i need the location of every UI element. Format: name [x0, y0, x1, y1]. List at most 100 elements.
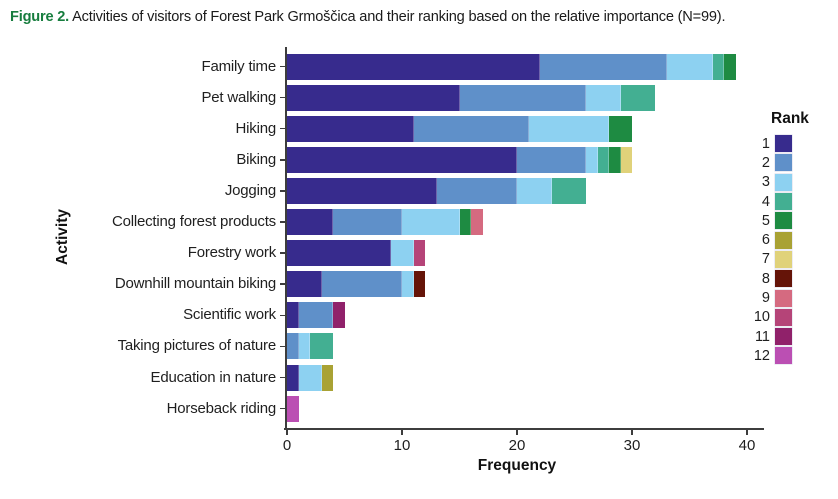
legend-item-label: 12 — [753, 347, 770, 364]
y-axis-tick — [280, 407, 285, 410]
y-axis-tick — [280, 314, 285, 317]
bar-segment-rank-1 — [287, 271, 322, 298]
y-axis-category-label: Horseback riding — [166, 399, 277, 417]
bar-segment-rank-4 — [620, 84, 655, 111]
legend-color-swatch — [775, 250, 792, 268]
legend-item-label: 10 — [753, 309, 770, 326]
figure-caption-text: Activities of visitors of Forest Park Gr… — [69, 9, 726, 25]
legend-color-swatch — [775, 308, 792, 326]
bar-segment-rank-11 — [333, 302, 345, 329]
bar-segment-rank-3 — [517, 177, 552, 204]
bar-segment-rank-9 — [471, 209, 483, 235]
x-axis-tick-label: 30 — [623, 437, 641, 454]
legend-item-rank-11: 11 — [744, 327, 809, 346]
legend-item-rank-8: 8 — [744, 269, 809, 288]
legend-color-swatch — [775, 212, 792, 230]
y-axis-tick — [280, 252, 285, 254]
bar-segment-rank-6 — [321, 364, 333, 391]
y-axis-tick — [280, 221, 285, 223]
legend-color-swatch — [775, 135, 792, 153]
x-axis-tick-label: 10 — [393, 437, 411, 454]
y-axis-category-label: Downhill mountain biking — [114, 275, 276, 293]
x-axis-tick-label: 0 — [282, 437, 292, 454]
y-axis-tick — [280, 127, 285, 130]
legend-item-label: 9 — [761, 290, 770, 307]
bar-segment-rank-3 — [528, 115, 609, 142]
x-axis-tick — [516, 429, 518, 435]
legend-color-swatch — [775, 347, 792, 365]
bar-segment-rank-3 — [666, 53, 713, 80]
y-axis-tick — [280, 376, 285, 379]
legend-item-rank-9: 9 — [744, 288, 809, 307]
legend-color-swatch — [775, 270, 792, 288]
legend-title: Rank — [771, 110, 809, 127]
y-axis-category-label: Jogging — [224, 181, 276, 199]
bar-segment-rank-2 — [321, 271, 402, 298]
bar-segment-rank-2 — [298, 302, 333, 329]
legend-item-rank-5: 5 — [744, 211, 809, 230]
bar-row — [287, 302, 345, 329]
bar-segment-rank-4 — [310, 333, 333, 360]
y-axis-category-label: Collecting forest products — [111, 213, 276, 230]
legend: Rank 1 2 3 4 5 6 7 8 9 10 11 12 — [744, 110, 809, 366]
legend-color-swatch — [775, 193, 792, 211]
bar-segment-rank-1 — [287, 240, 391, 267]
legend-color-swatch — [775, 173, 792, 191]
bar-segment-rank-1 — [287, 302, 299, 329]
y-axis-tick — [280, 190, 285, 192]
bar-row — [287, 146, 632, 173]
bar-segment-rank-4 — [551, 177, 586, 204]
x-axis-tick-label: 20 — [508, 437, 526, 454]
legend-item-label: 4 — [761, 193, 770, 210]
bar-row — [287, 115, 632, 142]
plot-area — [287, 48, 757, 428]
bar-segment-rank-3 — [390, 240, 414, 267]
bar-segment-rank-4 — [712, 53, 724, 80]
legend-item-label: 1 — [761, 135, 770, 152]
bar-segment-rank-1 — [287, 364, 299, 391]
bar-segment-rank-3 — [586, 146, 598, 173]
bar-row — [287, 364, 333, 391]
y-axis-tick — [280, 283, 285, 285]
bar-row — [287, 209, 483, 235]
figure-caption-label: Figure 2. — [10, 9, 70, 25]
y-axis-category-label: Scientific work — [183, 306, 276, 324]
bar-segment-rank-1 — [287, 177, 437, 204]
bar-segment-rank-5 — [459, 209, 471, 235]
y-axis-category-label: Family time — [201, 57, 277, 75]
x-axis-tick-label: 40 — [738, 437, 756, 454]
bar-row — [287, 240, 425, 267]
bar-segment-rank-12 — [287, 395, 299, 422]
bar-segment-rank-2 — [436, 177, 517, 204]
x-axis-tick — [746, 429, 748, 435]
legend-item-rank-10: 10 — [744, 308, 809, 327]
y-axis-line — [285, 47, 287, 429]
legend-item-rank-2: 2 — [744, 153, 809, 172]
legend-item-rank-7: 7 — [744, 250, 809, 269]
bar-row — [287, 333, 333, 360]
x-axis-line — [284, 428, 764, 430]
x-axis-title: Frequency — [477, 457, 557, 474]
bar-row — [287, 53, 736, 80]
bar-row — [287, 395, 299, 422]
y-axis-tick — [280, 96, 285, 99]
bar-segment-rank-5 — [609, 146, 621, 173]
y-axis-category-label: Hiking — [235, 119, 277, 137]
legend-items: 1 2 3 4 5 6 7 8 9 10 11 12 — [744, 134, 809, 366]
bar-segment-rank-2 — [287, 333, 299, 360]
bar-segment-rank-3 — [298, 333, 310, 360]
y-axis-tick — [280, 65, 285, 68]
y-axis-tick — [280, 345, 285, 348]
legend-color-swatch — [775, 289, 792, 307]
figure-caption: Figure 2. Activities of visitors of Fore… — [10, 9, 726, 25]
legend-item-label: 5 — [761, 212, 770, 229]
y-axis-category-label: Pet walking — [201, 88, 276, 106]
bar-segment-rank-1 — [287, 209, 333, 235]
x-axis-tick — [401, 429, 403, 435]
bar-segment-rank-1 — [287, 115, 414, 142]
legend-item-label: 11 — [754, 328, 770, 345]
bar-segment-rank-2 — [413, 115, 529, 142]
bar-segment-rank-3 — [298, 364, 322, 391]
y-axis-category-label: Forestry work — [187, 244, 276, 262]
